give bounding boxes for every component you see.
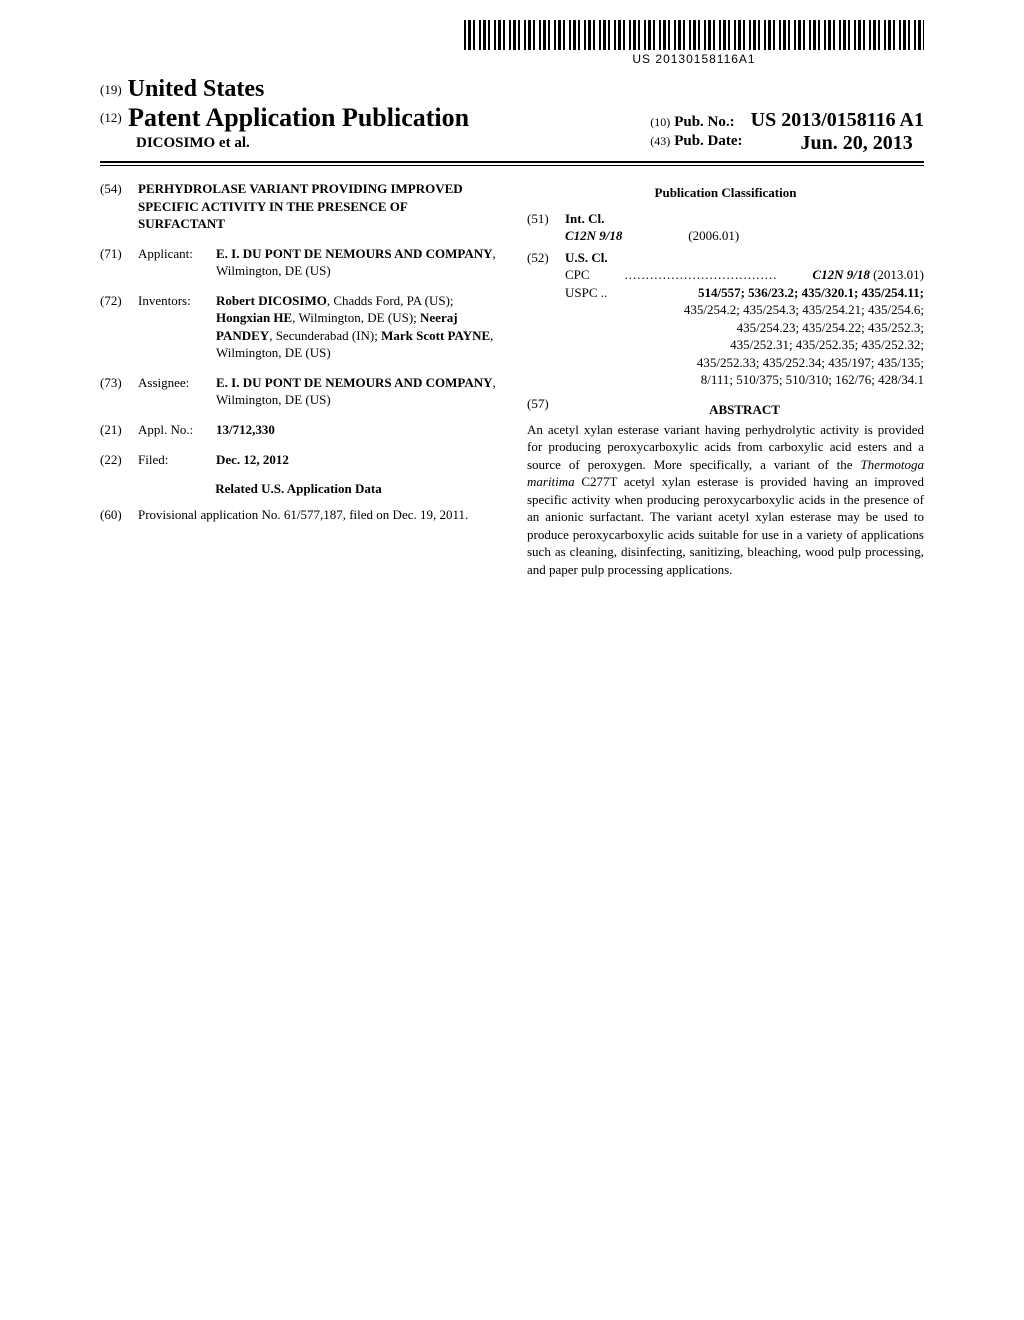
uspc-block: USPC .. 514/557; 536/23.2; 435/320.1; 43… (527, 284, 924, 389)
uspc-l4: 435/252.33; 435/252.34; 435/197; 435/135… (697, 355, 924, 370)
header-block: (19) United States (12) Patent Applicati… (100, 76, 924, 155)
label-22: Filed: (138, 451, 216, 469)
applicant-name: E. I. DU PONT DE NEMOURS AND COMPANY (216, 246, 493, 261)
prefix-19: (19) (100, 82, 122, 97)
label-51: Int. Cl. (565, 210, 604, 228)
right-column: Publication Classification (51) Int. Cl.… (527, 180, 924, 578)
uspc-lead: USPC .. (565, 284, 607, 302)
uspc-l1: 435/254.2; 435/254.3; 435/254.21; 435/25… (684, 302, 924, 317)
field-73: (73) Assignee: E. I. DU PONT DE NEMOURS … (100, 374, 497, 409)
invention-title: PERHYDROLASE VARIANT PROVIDING IMPROVED … (138, 180, 497, 233)
cpc-row: CPC ....................................… (565, 266, 924, 284)
pubdate-line: (43) Pub. Date: Jun. 20, 2013 (650, 132, 924, 155)
country-name: United States (128, 76, 265, 102)
label-52: U.S. Cl. (565, 249, 608, 267)
label-73: Assignee: (138, 374, 216, 409)
pubdate-label: Pub. Date: (674, 133, 742, 149)
classification-heading: Publication Classification (527, 184, 924, 202)
uspc-label: USPC (565, 285, 598, 300)
uspc-l5: 8/111; 510/375; 510/310; 162/76; 428/34.… (701, 372, 924, 387)
header-right: (10) Pub. No.: US 2013/0158116 A1 (43) P… (650, 109, 924, 155)
cpc-code: C12N 9/18 (812, 267, 869, 282)
field-60: (60) Provisional application No. 61/577,… (100, 506, 497, 524)
field-51: (51) Int. Cl. C12N 9/18 (2006.01) (527, 210, 924, 245)
intcl-year: (2006.01) (688, 228, 739, 243)
num-52: (52) (527, 249, 565, 267)
cpc-label: CPC (565, 266, 590, 284)
inv2-rest: , Wilmington, DE (US); (292, 310, 420, 325)
doc-type-line: (12) Patent Application Publication (100, 103, 469, 133)
barcode: US 20130158116A1 (464, 20, 924, 66)
assignee-name: E. I. DU PONT DE NEMOURS AND COMPANY (216, 375, 493, 390)
num-21: (21) (100, 421, 138, 439)
inventors-value: Robert DICOSIMO, Chadds Ford, PA (US); H… (216, 292, 497, 362)
inv3-rest: , Secunderabad (IN); (269, 328, 381, 343)
intcl-row: C12N 9/18 (2006.01) (565, 227, 924, 245)
applno-value: 13/712,330 (216, 421, 497, 439)
pubno-label: Pub. No.: (674, 114, 734, 130)
pubdate-value: Jun. 20, 2013 (801, 132, 913, 155)
left-column: (54) PERHYDROLASE VARIANT PROVIDING IMPR… (100, 180, 497, 578)
cpc-value-wrap: C12N 9/18 (2013.01) (812, 266, 924, 284)
body-columns: (54) PERHYDROLASE VARIANT PROVIDING IMPR… (100, 180, 924, 578)
field-72: (72) Inventors: Robert DICOSIMO, Chadds … (100, 292, 497, 362)
num-22: (22) (100, 451, 138, 469)
field-22: (22) Filed: Dec. 12, 2012 (100, 451, 497, 469)
num-60: (60) (100, 506, 138, 524)
inv2-name: Hongxian HE (216, 310, 292, 325)
provisional-text: Provisional application No. 61/577,187, … (138, 506, 497, 524)
uspc-first: 514/557; 536/23.2; 435/320.1; 435/254.11… (698, 285, 924, 300)
uspc-dots: .. (598, 285, 608, 300)
label-72: Inventors: (138, 292, 216, 362)
header-country: (19) United States (100, 76, 924, 103)
num-72: (72) (100, 292, 138, 362)
filed-value: Dec. 12, 2012 (216, 451, 497, 469)
intcl-code: C12N 9/18 (565, 227, 685, 245)
prefix-12: (12) (100, 110, 122, 125)
inv1-name: Robert DICOSIMO (216, 293, 327, 308)
prefix-10: (10) (650, 115, 670, 129)
field-52: (52) U.S. Cl. CPC ......................… (527, 249, 924, 389)
abstract-heading: ABSTRACT (565, 401, 924, 419)
field-21: (21) Appl. No.: 13/712,330 (100, 421, 497, 439)
barcode-text: US 20130158116A1 (464, 52, 924, 66)
pubno-line: (10) Pub. No.: US 2013/0158116 A1 (650, 109, 924, 132)
barcode-bars (464, 20, 924, 50)
num-51: (51) (527, 210, 565, 228)
field-54: (54) PERHYDROLASE VARIANT PROVIDING IMPR… (100, 180, 497, 233)
uspc-l2: 435/254.23; 435/254.22; 435/252.3; (737, 320, 924, 335)
label-71: Applicant: (138, 245, 216, 280)
header-row: (12) Patent Application Publication DICO… (100, 103, 924, 155)
field-71: (71) Applicant: E. I. DU PONT DE NEMOURS… (100, 245, 497, 280)
abstract-heading-row: (57) ABSTRACT (527, 395, 924, 421)
inv1-rest: , Chadds Ford, PA (US); (327, 293, 454, 308)
rule-thin (100, 165, 924, 166)
inv4-name: Mark Scott PAYNE (381, 328, 490, 343)
label-21: Appl. No.: (138, 421, 216, 439)
authors-line: DICOSIMO et al. (100, 135, 469, 152)
abstract-text: An acetyl xylan esterase variant having … (527, 421, 924, 579)
applicant-value: E. I. DU PONT DE NEMOURS AND COMPANY, Wi… (216, 245, 497, 280)
prefix-43: (43) (650, 134, 670, 148)
cpc-dots: .................................... (590, 266, 813, 284)
assignee-value: E. I. DU PONT DE NEMOURS AND COMPANY, Wi… (216, 374, 497, 409)
uspc-l3: 435/252.31; 435/252.35; 435/252.32; (730, 337, 924, 352)
rule-thick (100, 161, 924, 163)
abs-p1b: C277T acetyl xylan esterase is provided … (527, 474, 924, 577)
num-54: (54) (100, 180, 138, 233)
barcode-area: US 20130158116A1 (100, 20, 924, 68)
num-71: (71) (100, 245, 138, 280)
doc-type: Patent Application Publication (128, 103, 469, 132)
num-57: (57) (527, 395, 565, 421)
header-left: (12) Patent Application Publication DICO… (100, 103, 469, 152)
num-73: (73) (100, 374, 138, 409)
pubno-value: US 2013/0158116 A1 (751, 109, 924, 131)
patent-page: US 20130158116A1 (19) United States (12)… (0, 0, 1024, 618)
related-heading: Related U.S. Application Data (100, 480, 497, 498)
cpc-year: (2013.01) (870, 267, 924, 282)
